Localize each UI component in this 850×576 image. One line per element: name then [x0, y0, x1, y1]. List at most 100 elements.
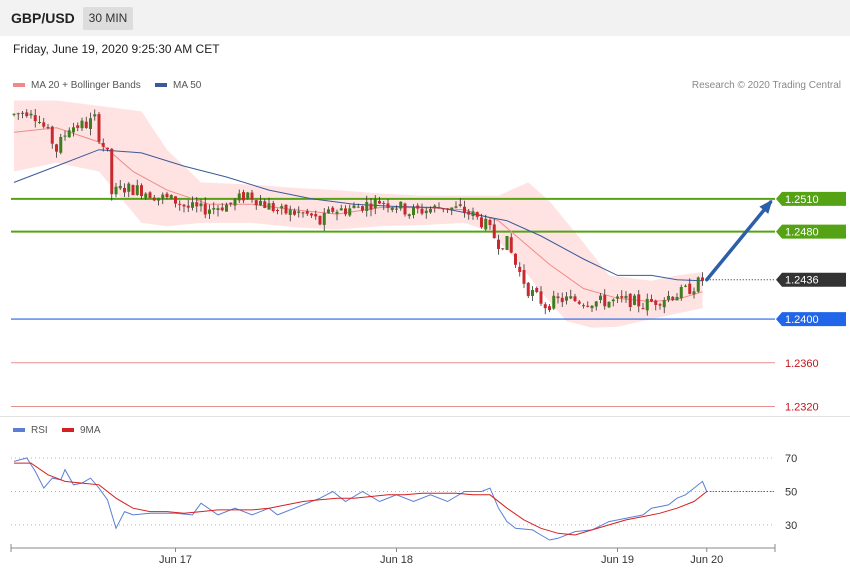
candle — [33, 108, 37, 128]
x-tick-label: Jun 18 — [380, 554, 413, 566]
candle-body — [16, 113, 20, 115]
candle — [633, 293, 636, 306]
candle — [501, 248, 505, 251]
candle-body — [654, 300, 658, 305]
candle-body — [50, 126, 54, 144]
candle — [552, 290, 556, 310]
candle — [152, 194, 156, 202]
candle-body — [212, 208, 216, 210]
candle — [327, 206, 330, 214]
candle-body — [539, 291, 543, 304]
level-label-1.2400: 1.2400 — [785, 314, 819, 326]
candle — [514, 253, 517, 269]
candles — [12, 108, 704, 316]
candle — [539, 286, 543, 306]
candle — [467, 208, 471, 220]
candle-body — [135, 185, 139, 195]
candle — [280, 203, 284, 215]
candle-body — [501, 248, 505, 250]
candle — [560, 292, 564, 308]
candle — [675, 293, 679, 301]
candle — [89, 112, 92, 136]
candle-body — [497, 239, 500, 249]
candle — [25, 109, 29, 118]
legend-ma20: MA 20 + Bollinger Bands — [13, 80, 141, 91]
candle-body — [322, 212, 326, 225]
candle — [246, 191, 250, 200]
candle-body — [454, 206, 458, 208]
candle — [208, 204, 211, 219]
candle-body — [161, 194, 165, 198]
candle — [641, 302, 645, 310]
candle-body — [131, 185, 135, 196]
candle — [518, 262, 522, 277]
bollinger-band — [14, 100, 703, 328]
candle — [407, 213, 411, 219]
candle-body — [178, 203, 182, 205]
candle-body — [352, 205, 356, 209]
candle-body — [301, 212, 305, 214]
candle — [42, 117, 46, 129]
candle-body — [531, 290, 534, 296]
symbol-title: GBP/USD — [11, 10, 75, 26]
candle-body — [67, 130, 71, 138]
candle — [522, 264, 526, 289]
candle-body — [633, 295, 636, 305]
candle-body — [318, 215, 322, 225]
candle — [135, 179, 139, 196]
candle — [658, 302, 662, 310]
candle-body — [165, 193, 169, 198]
candle-body — [229, 202, 233, 205]
candle-body — [127, 183, 131, 192]
candle-body — [450, 207, 454, 210]
candle — [488, 218, 492, 230]
candle — [263, 198, 267, 209]
candle — [148, 191, 152, 199]
rsi-tick-70: 70 — [785, 453, 797, 465]
candle — [424, 207, 428, 219]
timeframe-button[interactable]: 30 MIN — [83, 7, 133, 30]
candle — [569, 289, 573, 300]
candle-body — [437, 207, 441, 209]
candle — [492, 218, 496, 239]
legend-rsi-ma: 9MA — [62, 425, 101, 436]
candle-body — [80, 120, 84, 129]
candle — [590, 305, 594, 312]
candle-body — [314, 214, 318, 217]
candle-body — [467, 211, 471, 215]
candle — [12, 113, 16, 117]
candle-body — [403, 203, 407, 215]
candle — [692, 287, 696, 299]
candle — [157, 197, 160, 206]
legend-rsi-label: RSI — [31, 425, 48, 436]
candle — [271, 200, 275, 213]
candle-body — [216, 208, 220, 211]
candle-body — [220, 207, 224, 211]
candle — [38, 115, 41, 125]
level-tag-1.2480: 1.2480 — [776, 224, 846, 239]
candle — [573, 293, 577, 302]
candle-body — [63, 135, 67, 137]
candle-body — [484, 218, 488, 230]
candle-body — [305, 211, 309, 214]
candle — [80, 117, 84, 132]
date-time: Friday, June 19, 2020 9:25:30 AM CET — [13, 42, 220, 56]
candle-body — [420, 208, 424, 214]
candle — [186, 199, 190, 213]
candle — [369, 198, 373, 217]
candle-body — [110, 148, 114, 195]
candle-body — [246, 192, 250, 199]
candle — [305, 208, 309, 217]
candle-body — [25, 112, 29, 117]
rsi-ma-swatch — [62, 428, 74, 433]
candle-body — [556, 296, 560, 299]
candle — [654, 299, 658, 311]
candle-body — [250, 192, 254, 200]
candle — [322, 208, 326, 232]
candle — [382, 200, 386, 211]
candle-body — [603, 295, 607, 307]
candle-body — [89, 118, 92, 129]
candle-body — [182, 204, 186, 207]
candle — [582, 303, 585, 309]
candle — [531, 286, 534, 301]
